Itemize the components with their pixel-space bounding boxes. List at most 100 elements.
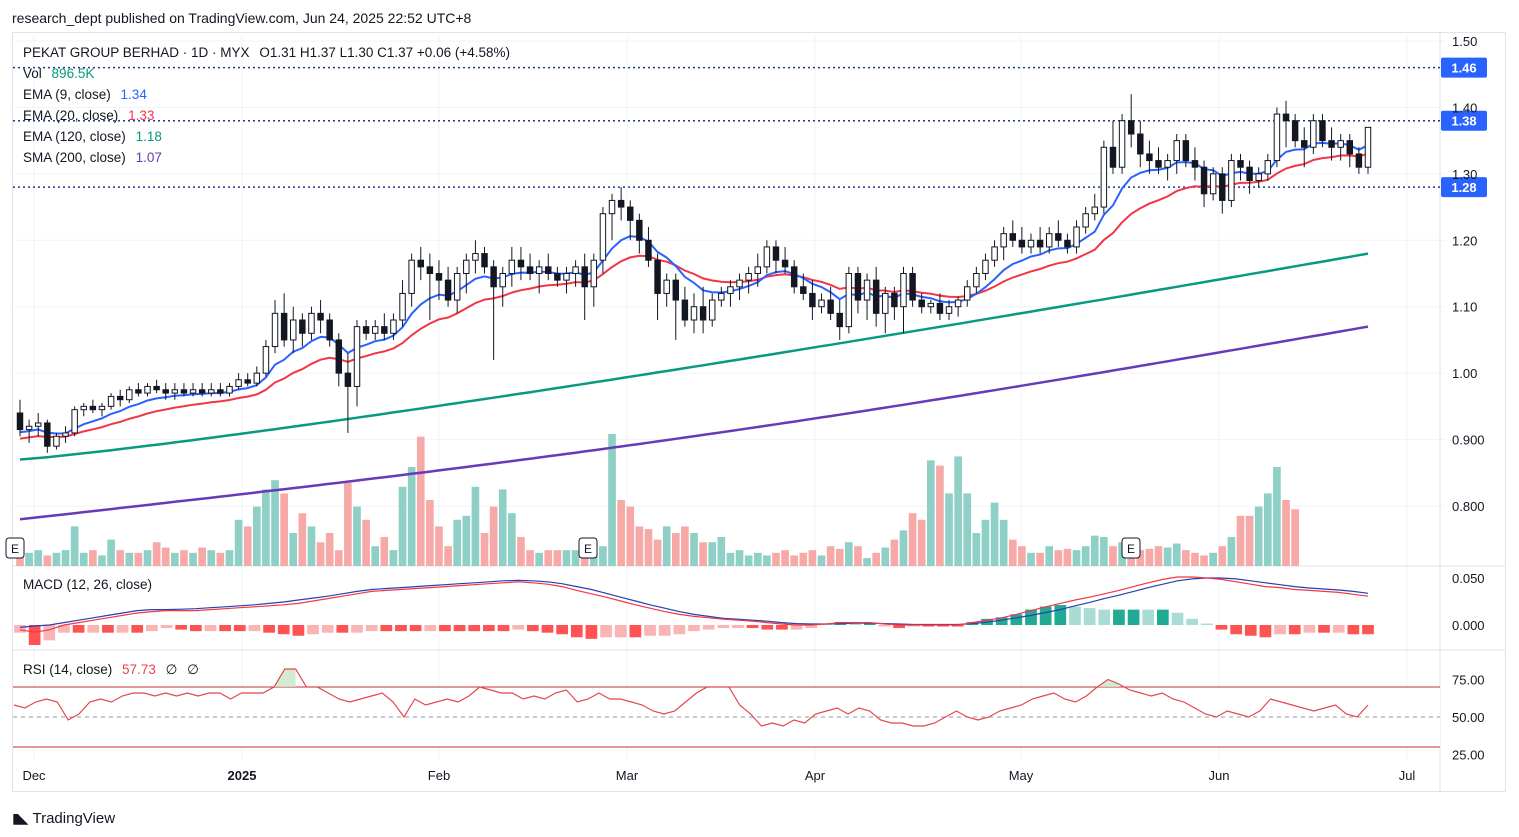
volume-bar: [61, 550, 70, 566]
macd-histogram-bar: [1259, 625, 1272, 638]
macd-histogram-bar: [1215, 625, 1228, 630]
volume-bar: [699, 542, 707, 566]
volume-bar: [781, 550, 789, 566]
volume-bar: [626, 506, 635, 566]
candle-body: [1191, 160, 1199, 168]
volume-bar: [653, 539, 662, 566]
legend-rsi[interactable]: RSI (14, close) 57.73 ∅ ∅: [23, 662, 199, 678]
candle-body: [1319, 120, 1326, 142]
legend-ema120[interactable]: EMA (120, close) 1.18: [23, 129, 162, 144]
candle-body: [882, 292, 889, 314]
volume-bar: [1163, 547, 1172, 566]
macd-histogram-bar: [424, 625, 437, 632]
macd-histogram-bar: [233, 625, 246, 632]
price-axis-label: 1.00: [1452, 366, 1477, 381]
volume-bar: [945, 493, 953, 566]
macd-histogram-bar: [790, 625, 803, 630]
candle-body: [162, 389, 169, 394]
volume-bar: [1090, 535, 1099, 566]
volume-bar: [890, 539, 899, 566]
candle-body: [217, 389, 224, 394]
rsi-axis-label: 25.00: [1452, 748, 1485, 763]
candle-body: [718, 292, 725, 301]
time-axis-label: Dec: [22, 768, 46, 783]
candle-body: [290, 319, 297, 341]
candle-body: [991, 246, 998, 261]
macd-histogram-bar: [43, 625, 56, 641]
macd-histogram-bar: [102, 625, 114, 633]
macd-histogram-bar: [321, 625, 334, 633]
volume-bar: [89, 550, 97, 566]
macd-histogram-bar: [1288, 625, 1301, 635]
volume-bar: [1154, 546, 1163, 566]
candle-body: [872, 279, 880, 314]
macd-histogram-bar: [1039, 606, 1052, 625]
volume-bar: [1282, 500, 1290, 566]
legend-ema20[interactable]: EMA (20, close) 1.33: [23, 108, 154, 123]
candle-body: [1355, 153, 1363, 168]
tradingview-logo[interactable]: ▮◣ TradingView: [12, 810, 115, 827]
volume-bar: [316, 542, 325, 566]
macd-histogram-bar: [937, 625, 949, 627]
volume-bar: [881, 547, 890, 566]
candle-body: [572, 266, 579, 275]
candle-body: [1209, 173, 1217, 195]
volume-bar: [571, 550, 580, 566]
candle-body: [827, 299, 834, 314]
volume-bar: [790, 555, 799, 566]
macd-histogram-bar: [673, 625, 686, 635]
macd-histogram-bar: [453, 625, 466, 632]
price-axis-label: 1.20: [1452, 233, 1477, 248]
candle-body: [1282, 113, 1290, 122]
candle-body: [426, 266, 434, 275]
earnings-marker-box: [578, 537, 598, 559]
candle-body: [135, 389, 142, 394]
candle-body: [1264, 160, 1272, 175]
macd-histogram-bar: [893, 625, 905, 629]
candle-body: [1073, 226, 1080, 248]
price-axis[interactable]: 1.50 1.40 1.30 1.20 1.10 1.00 0.900 0.800 0.050 0…: [1452, 34, 1485, 763]
volume-bar: [535, 552, 543, 566]
brand-name: TradingView: [32, 810, 116, 827]
candle-body: [208, 389, 215, 394]
candle-body: [690, 306, 698, 321]
price-axis-label: 1.10: [1452, 300, 1477, 315]
candle-body: [1155, 160, 1162, 168]
candle-body: [89, 405, 97, 411]
candle-body: [1301, 140, 1308, 148]
horizontal-levels[interactable]: 1.46 1.38 1.28: [13, 57, 1487, 198]
macd-histogram-bar: [87, 625, 100, 633]
volume-bar: [480, 533, 489, 566]
level-price-tag: [1441, 57, 1487, 78]
symbol-title[interactable]: PEKAT GROUP BERHAD · 1D · MYX: [23, 45, 250, 60]
macd-histogram-bar: [658, 625, 671, 636]
legend-macd[interactable]: MACD (12, 26, close): [23, 577, 152, 592]
legend-sma200[interactable]: SMA (200, close) 1.07: [23, 150, 162, 165]
macd-histogram-bar: [219, 625, 231, 632]
price-axis-label: 1.30: [1452, 167, 1477, 182]
candle-body: [590, 259, 598, 288]
volume-bar: [380, 536, 389, 566]
legend-volume[interactable]: Vol 896.5K: [23, 66, 94, 81]
candle-body: [627, 206, 634, 221]
volume-bar: [562, 550, 571, 566]
legend-ema9[interactable]: EMA (9, close) 1.34: [23, 87, 147, 102]
grid-lines: [13, 33, 1505, 792]
ema9-line: [19, 141, 1369, 435]
macd-histogram-bar: [468, 625, 481, 632]
volume-bar: [325, 533, 334, 566]
macd-histogram-bar: [1083, 608, 1096, 625]
volume-bar: [835, 548, 844, 566]
time-axis[interactable]: Dec 2025 Feb Mar Apr May Jun Jul: [22, 768, 1415, 783]
candle-body: [98, 405, 106, 411]
volume-bar: [990, 502, 999, 566]
volume-bar: [462, 515, 471, 566]
rsi-overbought-fill: [1108, 679, 1119, 687]
candle-body: [362, 326, 370, 334]
candle-body: [818, 299, 825, 308]
macd-histogram-bar: [58, 625, 70, 633]
candle-body: [1246, 166, 1253, 181]
level-price-tag: [1441, 110, 1487, 131]
